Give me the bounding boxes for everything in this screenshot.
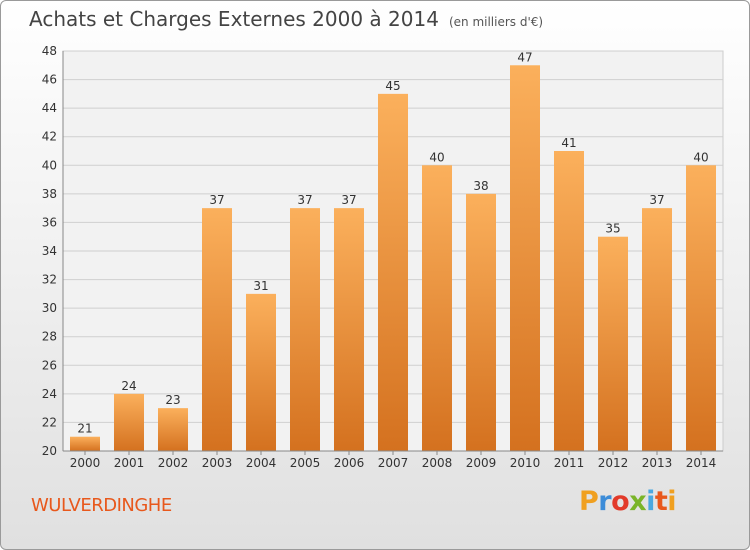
- logo-letter: P: [579, 486, 599, 517]
- chart-title-text: Achats et Charges Externes 2000 à 2014: [29, 7, 439, 31]
- x-tick-label: 2007: [378, 456, 409, 470]
- x-tick-label: 2004: [246, 456, 277, 470]
- y-tick-label: 28: [42, 330, 57, 344]
- bar: [114, 393, 144, 451]
- bar: [290, 208, 320, 451]
- data-label: 24: [121, 379, 136, 393]
- data-label: 47: [517, 50, 532, 64]
- y-tick-label: 40: [42, 158, 57, 172]
- bar: [642, 208, 672, 451]
- y-tick-label: 36: [42, 215, 57, 229]
- x-tick-label: 2011: [554, 456, 585, 470]
- y-tick-label: 20: [42, 444, 57, 458]
- x-tick-label: 2014: [686, 456, 717, 470]
- bar: [686, 165, 716, 452]
- bar: [246, 293, 276, 451]
- logo-letter: o: [611, 486, 630, 517]
- data-label: 21: [77, 422, 92, 436]
- bar: [510, 65, 540, 452]
- bar: [70, 436, 100, 451]
- y-tick-label: 34: [42, 244, 57, 258]
- bar: [202, 208, 232, 451]
- y-tick-label: 48: [42, 44, 57, 58]
- y-tick-label: 26: [42, 358, 57, 372]
- x-tick-label: 2013: [642, 456, 673, 470]
- bar: [334, 208, 364, 451]
- bar: [378, 93, 408, 451]
- x-tick-label: 2009: [466, 456, 497, 470]
- data-label: 23: [165, 393, 180, 407]
- x-tick-label: 2001: [114, 456, 145, 470]
- data-label: 37: [649, 193, 664, 207]
- y-tick-label: 24: [42, 387, 57, 401]
- data-label: 40: [429, 150, 444, 164]
- logo-letter: t: [654, 486, 668, 517]
- chart-subtitle: (en milliers d'€): [448, 15, 544, 29]
- data-label: 45: [385, 79, 400, 93]
- commune-name: WULVERDINGHE: [31, 495, 172, 516]
- bar: [554, 151, 584, 451]
- x-tick-label: 2000: [70, 456, 101, 470]
- chart-title: Achats et Charges Externes 2000 à 2014 (e…: [29, 7, 543, 31]
- bar: [158, 408, 188, 451]
- x-tick-label: 2010: [510, 456, 541, 470]
- data-label: 37: [341, 193, 356, 207]
- x-tick-label: 2005: [290, 456, 321, 470]
- bar: [466, 193, 496, 451]
- y-tick-label: 44: [42, 101, 57, 115]
- y-tick-label: 38: [42, 187, 57, 201]
- data-label: 38: [473, 179, 488, 193]
- data-label: 37: [209, 193, 224, 207]
- bar: [598, 236, 628, 451]
- proxiti-logo: Proxiti: [579, 486, 677, 517]
- x-tick-label: 2008: [422, 456, 453, 470]
- x-tick-label: 2012: [598, 456, 629, 470]
- y-tick-label: 42: [42, 130, 57, 144]
- data-label: 41: [561, 136, 576, 150]
- x-tick-label: 2002: [158, 456, 189, 470]
- bar: [422, 165, 452, 452]
- data-label: 31: [253, 279, 268, 293]
- logo-letter: i: [646, 486, 655, 517]
- y-tick-label: 32: [42, 273, 57, 287]
- y-tick-label: 46: [42, 73, 57, 87]
- y-tick-label: 22: [42, 415, 57, 429]
- y-tick-label: 30: [42, 301, 57, 315]
- data-label: 40: [693, 150, 708, 164]
- data-label: 37: [297, 193, 312, 207]
- x-tick-label: 2003: [202, 456, 233, 470]
- logo-letter: x: [629, 486, 647, 517]
- logo-letter: r: [598, 486, 612, 517]
- data-label: 35: [605, 222, 620, 236]
- logo-letter: i: [667, 486, 677, 517]
- x-tick-label: 2006: [334, 456, 365, 470]
